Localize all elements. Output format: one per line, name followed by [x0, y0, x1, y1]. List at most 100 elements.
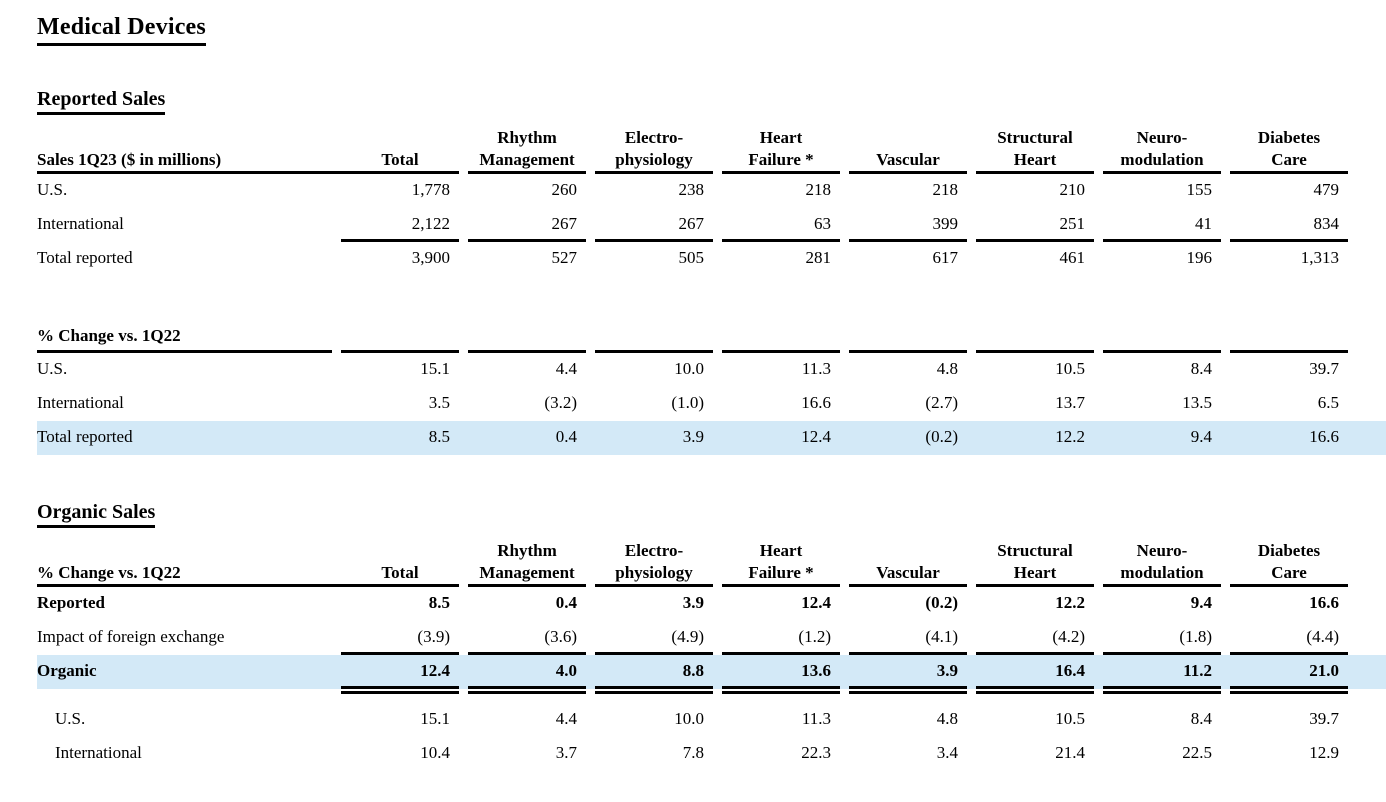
- value-cell: 281: [805, 248, 832, 267]
- value-cell: 22.3: [801, 743, 831, 762]
- value-cell: (4.4): [1221, 621, 1348, 655]
- column-header-total: Total: [332, 562, 459, 587]
- value-cell: 218: [932, 180, 959, 199]
- value-cell: 6.5: [1317, 393, 1339, 412]
- value-cell: 63: [713, 208, 840, 242]
- table-row-us: U.S. 1,778 260 238 218 218 210 155 479: [37, 174, 1386, 208]
- column-header-vascular: Vascular: [840, 562, 967, 587]
- table-row-international: International 10.4 3.7 7.8 22.3 3.4 21.4…: [37, 737, 1386, 771]
- value-cell: 461: [1059, 248, 1086, 267]
- row-label: Total reported: [37, 427, 133, 446]
- value-cell: 11.3: [801, 709, 831, 728]
- value-cell: 10.4: [420, 743, 450, 762]
- value-cell: 4.8: [936, 359, 958, 378]
- table-row-us: U.S. 15.1 4.4 10.0 11.3 4.8 10.5 8.4 39.…: [37, 353, 1386, 387]
- column-header-vascular: Vascular: [840, 149, 967, 174]
- value-cell: 22.5: [1182, 743, 1212, 762]
- value-cell: 196: [1186, 248, 1213, 267]
- value-cell: 8.5: [428, 593, 450, 612]
- column-header-total: Total: [332, 149, 459, 174]
- table-row-us: U.S. 15.1 4.4 10.0 11.3 4.8 10.5 8.4 39.…: [37, 703, 1386, 737]
- value-cell: 3.9: [682, 427, 704, 446]
- value-cell: 8.4: [1190, 359, 1212, 378]
- value-cell: 16.6: [1309, 427, 1339, 446]
- value-cell: 479: [1313, 180, 1340, 199]
- value-cell: 3.7: [555, 743, 577, 762]
- table-row-total-reported: Total reported 3,900 527 505 281 617 461…: [37, 242, 1386, 276]
- column-header-electrophysiology: Electro-physiology: [586, 540, 713, 587]
- column-header-rhythm-management: Rhythm Management: [459, 540, 586, 587]
- value-cell: 13.6: [713, 655, 840, 694]
- value-cell: (4.1): [840, 621, 967, 655]
- value-cell: 15.1: [420, 709, 450, 728]
- value-cell: 1,313: [1300, 248, 1339, 267]
- reported-sales-heading: Reported Sales: [37, 88, 166, 115]
- value-cell: 267: [586, 208, 713, 242]
- value-cell: 267: [459, 208, 586, 242]
- table-row-total-reported-highlighted: Total reported 8.5 0.4 3.9 12.4 (0.2) 12…: [37, 421, 1386, 455]
- table-row-international: International 3.5 (3.2) (1.0) 16.6 (2.7)…: [37, 387, 1386, 421]
- value-cell: 13.7: [1055, 393, 1085, 412]
- value-cell: 218: [805, 180, 832, 199]
- column-header-heart-failure: Heart Failure *: [713, 540, 840, 587]
- value-cell: 9.4: [1190, 593, 1212, 612]
- value-cell: 16.4: [967, 655, 1094, 694]
- header-rule-cell: [586, 350, 713, 353]
- header-rule-cell: [967, 350, 1094, 353]
- reported-sales-header-row: Sales 1Q23 ($ in millions) Total Rhythm M…: [37, 127, 1386, 174]
- row-label: International: [55, 743, 142, 762]
- row-label: Organic: [37, 661, 97, 680]
- value-cell: 12.4: [801, 593, 831, 612]
- value-cell: 12.4: [332, 655, 459, 694]
- value-cell: 1,778: [411, 180, 450, 199]
- column-header-diabetes-care: Diabetes Care: [1221, 540, 1348, 587]
- pct-change-heading: % Change vs. 1Q22: [37, 322, 332, 353]
- value-cell: 210: [1059, 180, 1086, 199]
- header-rule-cell: [1221, 350, 1348, 353]
- value-cell: 3.5: [428, 393, 450, 412]
- organic-sales-table: % Change vs. 1Q22 Total Rhythm Management…: [37, 540, 1386, 771]
- value-cell: 10.5: [1055, 359, 1085, 378]
- value-cell: 3.9: [840, 655, 967, 694]
- row-label: International: [37, 393, 124, 412]
- value-cell: 3.9: [682, 593, 704, 612]
- value-cell: 16.6: [1309, 593, 1339, 612]
- value-cell: 8.4: [1190, 709, 1212, 728]
- value-cell: 39.7: [1309, 709, 1339, 728]
- row-label: Reported: [37, 593, 105, 612]
- value-cell: 41: [1094, 208, 1221, 242]
- value-cell: 260: [551, 180, 578, 199]
- value-cell: 8.5: [428, 427, 450, 446]
- column-header-heart-failure: Heart Failure *: [713, 127, 840, 174]
- value-cell: 9.4: [1190, 427, 1212, 446]
- column-header-structural-heart: Structural Heart: [967, 540, 1094, 587]
- row-label: Impact of foreign exchange: [37, 627, 225, 646]
- value-cell: 505: [678, 248, 705, 267]
- column-header-neuromodulation: Neuro-modulation: [1094, 540, 1221, 587]
- header-rule-cell: [459, 350, 586, 353]
- value-cell: 4.8: [936, 709, 958, 728]
- table-row-reported: Reported 8.5 0.4 3.9 12.4 (0.2) 12.2 9.4…: [37, 587, 1386, 621]
- value-cell: 0.4: [555, 593, 577, 612]
- reported-sales-table: Sales 1Q23 ($ in millions) Total Rhythm M…: [37, 127, 1386, 276]
- value-cell: 3,900: [411, 248, 450, 267]
- value-cell: (4.2): [967, 621, 1094, 655]
- value-cell: 155: [1186, 180, 1213, 199]
- value-cell: 21.4: [1055, 743, 1085, 762]
- value-cell: 238: [678, 180, 705, 199]
- value-cell: 10.0: [674, 709, 704, 728]
- column-header-electrophysiology: Electro-physiology: [586, 127, 713, 174]
- value-cell: 2,122: [332, 208, 459, 242]
- header-rule-cell: [840, 350, 967, 353]
- value-cell: 12.2: [1055, 593, 1085, 612]
- value-cell: 4.4: [555, 359, 577, 378]
- value-cell: 11.3: [801, 359, 831, 378]
- value-cell: (3.6): [459, 621, 586, 655]
- value-cell: (4.9): [586, 621, 713, 655]
- value-cell: 13.5: [1182, 393, 1212, 412]
- row-label: U.S.: [37, 359, 68, 378]
- table-row-international: International 2,122 267 267 63 399 251 4…: [37, 208, 1386, 242]
- value-cell: 21.0: [1221, 655, 1348, 694]
- table-row-fx-impact: Impact of foreign exchange (3.9) (3.6) (…: [37, 621, 1386, 655]
